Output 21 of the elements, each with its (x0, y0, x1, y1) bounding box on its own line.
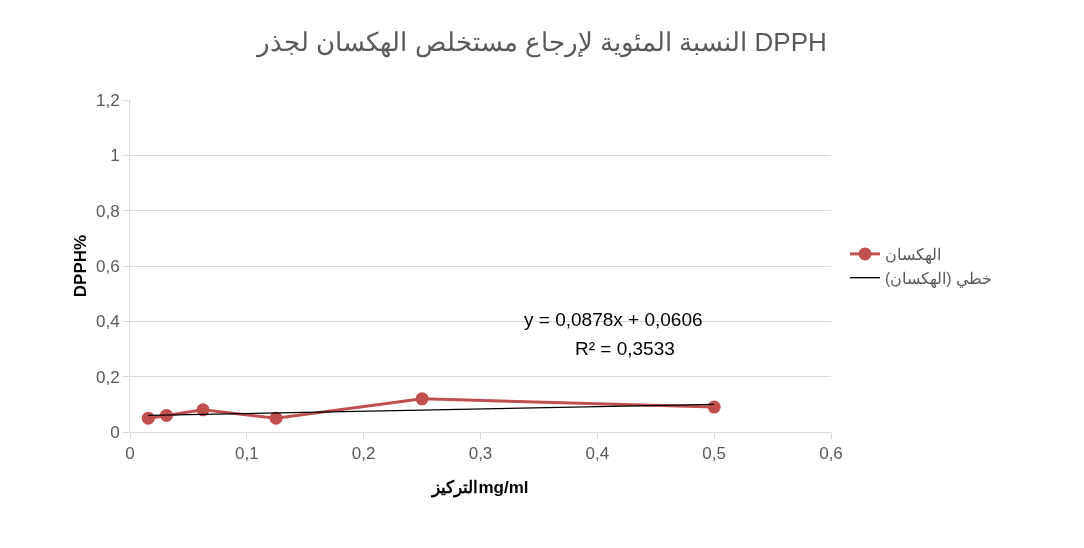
x-axis-title: التركيزmg/ml (430, 478, 529, 498)
annotation: y = 0,0878x + 0,0606 (524, 309, 703, 330)
annotation: R² = 0,3533 (575, 338, 675, 359)
x-tick-label: 0,6 (819, 444, 843, 464)
x-tick-label: 0,4 (585, 444, 610, 464)
y-tick-label: 0,2 (95, 367, 120, 387)
legend-label: خطي (الهكسان) (885, 269, 993, 288)
y-tick-label: 1,2 (95, 90, 120, 110)
y-axis-title: DPPH% (71, 234, 90, 298)
y-tick-label: 0,4 (95, 312, 120, 332)
y-tick-label: 0,8 (95, 201, 120, 221)
x-tick-label: 0,5 (702, 444, 726, 464)
x-tick-label: 0 (125, 444, 135, 464)
x-tick-label: 0,3 (468, 444, 493, 464)
y-tick-label: 0,6 (95, 256, 120, 276)
legend-label: الهكسان (885, 246, 942, 265)
y-tick-label: 1 (110, 146, 120, 166)
y-tick-label: 0 (110, 422, 120, 442)
x-tick-label: 0,2 (351, 444, 376, 464)
x-tick-label: 0,1 (235, 444, 259, 464)
chart-title: النسبة المئوية لإرجاع مستخلص الهكسان لجذر DPPH (255, 27, 827, 59)
